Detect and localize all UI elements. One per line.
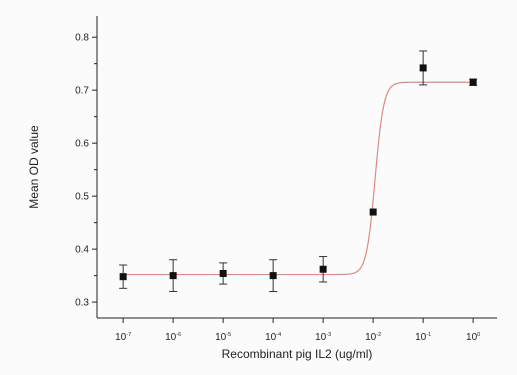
data-point [219,269,227,277]
x-ticks: 10-7 10-6 10-5 10-4 10-3 10-2 10-1 100 [115,318,480,343]
x-tick-label: 10-3 [315,332,331,343]
data-point [169,272,177,280]
data-point [319,265,327,273]
y-ticks: 0.3 0.4 0.5 0.6 0.7 0.8 [75,33,97,309]
x-tick-label: 100 [466,332,480,343]
data-point [269,272,277,280]
y-tick-label: 0.3 [75,298,89,309]
fit-curve [123,81,474,276]
y-tick-label: 0.8 [75,33,89,44]
y-tick-label: 0.7 [75,86,89,97]
data-point [469,78,477,86]
x-tick-label: 10-5 [215,332,231,343]
data-points [119,64,477,281]
x-tick-label: 10-2 [365,332,381,343]
x-tick-label: 10-4 [265,332,281,343]
y-tick-label: 0.5 [75,192,89,203]
x-tick-label: 10-7 [115,332,131,343]
data-point [119,273,127,281]
x-tick-label: 10-1 [415,332,431,343]
plot-area [96,16,497,319]
x-tick-label: 10-6 [165,332,181,343]
data-point [369,208,377,216]
data-point [419,64,427,72]
y-tick-label: 0.4 [75,245,89,256]
error-bars [119,50,478,293]
y-tick-label: 0.6 [75,139,89,150]
x-axis-title: Recombinant pig IL2 (ug/ml) [222,347,373,361]
y-axis-title: Mean OD value [27,125,41,209]
